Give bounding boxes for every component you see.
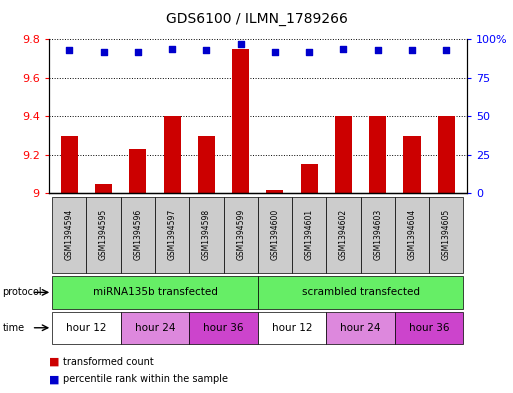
Text: ■: ■ bbox=[49, 374, 59, 384]
Text: GSM1394602: GSM1394602 bbox=[339, 209, 348, 261]
Bar bbox=[198, 136, 215, 193]
Text: GSM1394595: GSM1394595 bbox=[99, 209, 108, 261]
Text: GSM1394603: GSM1394603 bbox=[373, 209, 382, 261]
Point bbox=[100, 48, 108, 55]
Bar bbox=[164, 116, 181, 193]
Text: ■: ■ bbox=[49, 356, 59, 367]
Text: scrambled transfected: scrambled transfected bbox=[302, 287, 420, 298]
Point bbox=[271, 48, 279, 55]
Point bbox=[134, 48, 142, 55]
Text: transformed count: transformed count bbox=[63, 356, 153, 367]
Text: hour 12: hour 12 bbox=[66, 323, 107, 333]
Text: protocol: protocol bbox=[3, 287, 42, 298]
Point bbox=[373, 47, 382, 53]
Bar bbox=[301, 164, 318, 193]
Point bbox=[305, 48, 313, 55]
Bar bbox=[129, 149, 146, 193]
Point bbox=[236, 41, 245, 47]
Text: GSM1394594: GSM1394594 bbox=[65, 209, 74, 261]
Text: hour 36: hour 36 bbox=[203, 323, 244, 333]
Text: GSM1394600: GSM1394600 bbox=[270, 209, 280, 261]
Text: hour 12: hour 12 bbox=[272, 323, 312, 333]
Text: time: time bbox=[3, 323, 25, 333]
Text: GSM1394599: GSM1394599 bbox=[236, 209, 245, 261]
Text: GSM1394601: GSM1394601 bbox=[305, 209, 313, 261]
Point bbox=[340, 46, 348, 52]
Bar bbox=[61, 136, 78, 193]
Bar bbox=[335, 116, 352, 193]
Text: miRNA135b transfected: miRNA135b transfected bbox=[92, 287, 218, 298]
Bar bbox=[95, 184, 112, 193]
Point bbox=[442, 47, 450, 53]
Point bbox=[65, 47, 73, 53]
Text: hour 24: hour 24 bbox=[135, 323, 175, 333]
Text: GSM1394604: GSM1394604 bbox=[407, 209, 417, 261]
Bar bbox=[369, 116, 386, 193]
Text: GSM1394597: GSM1394597 bbox=[168, 209, 176, 261]
Point bbox=[168, 46, 176, 52]
Point bbox=[202, 47, 210, 53]
Bar bbox=[266, 189, 284, 193]
Text: GDS6100 / ILMN_1789266: GDS6100 / ILMN_1789266 bbox=[166, 12, 347, 26]
Text: GSM1394596: GSM1394596 bbox=[133, 209, 142, 261]
Point bbox=[408, 47, 416, 53]
Text: hour 24: hour 24 bbox=[340, 323, 381, 333]
Bar bbox=[403, 136, 421, 193]
Text: hour 36: hour 36 bbox=[409, 323, 449, 333]
Bar bbox=[438, 116, 455, 193]
Text: GSM1394598: GSM1394598 bbox=[202, 209, 211, 261]
Bar bbox=[232, 49, 249, 193]
Text: GSM1394605: GSM1394605 bbox=[442, 209, 451, 261]
Text: percentile rank within the sample: percentile rank within the sample bbox=[63, 374, 228, 384]
